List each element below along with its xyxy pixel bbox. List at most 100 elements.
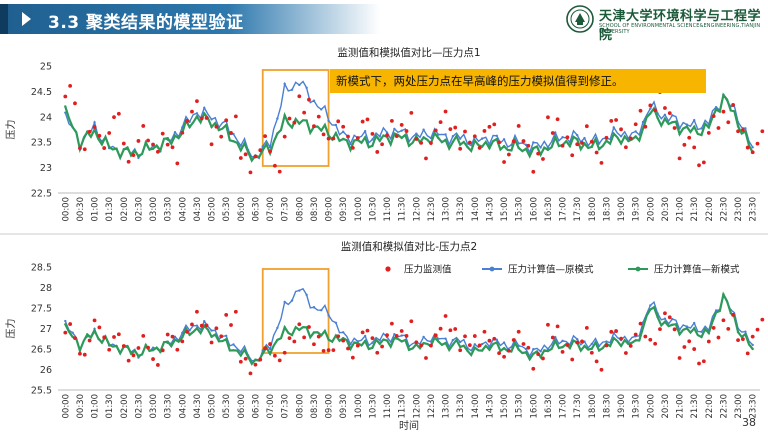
- series-point: [349, 142, 352, 146]
- monitored-point: [584, 325, 589, 330]
- x-tick-label: 23:30: [749, 197, 759, 222]
- monitored-point: [653, 341, 658, 346]
- series-point: [663, 113, 667, 117]
- series-point: [341, 337, 345, 340]
- series-point: [224, 338, 228, 341]
- monitored-point: [209, 340, 214, 345]
- series-point: [612, 336, 615, 340]
- series-point: [597, 349, 601, 352]
- monitored-point: [185, 119, 190, 123]
- monitored-point: [195, 309, 199, 314]
- series-point: [422, 136, 425, 139]
- y-tick-label: 26: [40, 365, 52, 376]
- series-point: [583, 344, 586, 348]
- x-tick-label: 22:00: [705, 394, 715, 419]
- x-tick-label: 06:00: [237, 197, 247, 222]
- monitored-point: [497, 351, 501, 356]
- series-point: [320, 108, 323, 111]
- x-tick-label: 04:30: [193, 394, 203, 419]
- series-point: [568, 346, 572, 350]
- monitored-point: [63, 330, 68, 335]
- series-point: [751, 343, 754, 347]
- monitored-point: [429, 343, 433, 348]
- monitored-point: [360, 330, 365, 335]
- series-point: [341, 130, 345, 133]
- x-tick-label: 12:00: [412, 197, 422, 222]
- monitored-point: [365, 117, 370, 122]
- monitored-point: [331, 136, 336, 141]
- y-tick-label: 25: [40, 62, 52, 73]
- monitored-point: [731, 312, 735, 317]
- series-point: [744, 130, 747, 133]
- series-point: [327, 119, 330, 122]
- series-point: [100, 341, 104, 344]
- series-point: [641, 127, 645, 130]
- monitored-point: [409, 110, 414, 115]
- monitored-point: [243, 356, 248, 361]
- series-point: [575, 133, 579, 137]
- monitored-point: [331, 348, 336, 353]
- x-tick-label: 23:30: [749, 394, 759, 419]
- series-point: [685, 123, 689, 126]
- x-tick-label: 10:00: [354, 197, 364, 222]
- x-tick-label: 07:00: [266, 394, 276, 419]
- series-point: [371, 138, 374, 141]
- monitored-point: [238, 156, 243, 160]
- monitored-point: [107, 131, 112, 135]
- series-point: [714, 108, 718, 111]
- x-tick-label: 18:30: [602, 394, 612, 419]
- y-tick-label: 27: [40, 324, 52, 335]
- monitored-point: [594, 359, 599, 364]
- monitored-point: [385, 333, 389, 338]
- monitored-point: [375, 350, 380, 355]
- series-point: [378, 339, 381, 342]
- monitored-point: [160, 348, 165, 353]
- series-point: [583, 340, 586, 343]
- monitored-point: [740, 337, 745, 342]
- series-point: [751, 146, 754, 149]
- monitored-point: [667, 315, 672, 320]
- x-tick-label: 16:00: [529, 394, 539, 419]
- x-tick-label: 17:00: [559, 394, 569, 419]
- series-point: [203, 112, 206, 115]
- x-tick-label: 08:30: [310, 197, 320, 222]
- series-point: [188, 333, 191, 336]
- monitored-point: [160, 131, 165, 136]
- series-point: [393, 332, 396, 336]
- x-tick-label: 02:30: [134, 394, 144, 419]
- series-point: [400, 136, 403, 140]
- monitored-point: [92, 318, 97, 323]
- x-tick-label: 10:00: [354, 394, 364, 419]
- series-point: [371, 346, 374, 349]
- x-tick-label: 04:00: [178, 197, 188, 222]
- series-point: [502, 346, 506, 350]
- monitored-point: [355, 136, 360, 140]
- x-tick-label: 12:00: [412, 394, 422, 419]
- monitored-point: [355, 343, 360, 348]
- x-tick-label: 09:30: [339, 197, 349, 222]
- series-point: [649, 107, 652, 110]
- monitored-point: [648, 103, 653, 108]
- series-point: [649, 304, 652, 307]
- chart-pressure-point-1: 监测值和模拟值对比—压力点1 25 24.5 24 23.5 23 22.5 压力 00:00 0…: [4, 46, 765, 222]
- series-point: [400, 340, 403, 343]
- series-point: [502, 138, 506, 141]
- monitored-point: [151, 142, 155, 147]
- series-point: [619, 135, 623, 138]
- monitored-point: [643, 124, 648, 129]
- monitored-point: [185, 329, 190, 334]
- x-tick-label: 19:30: [632, 394, 642, 419]
- monitored-point: [584, 124, 589, 129]
- series-point: [590, 145, 594, 149]
- monitored-point: [365, 328, 370, 333]
- monitored-point: [399, 329, 404, 333]
- series-point: [692, 321, 696, 325]
- series-point: [575, 138, 579, 141]
- x-tick-label: 08:30: [310, 394, 320, 419]
- monitored-point: [73, 336, 77, 341]
- series-point: [554, 339, 557, 343]
- monitored-point: [653, 108, 658, 113]
- series-point: [722, 93, 725, 97]
- monitored-point: [424, 356, 428, 360]
- monitored-point: [697, 163, 701, 168]
